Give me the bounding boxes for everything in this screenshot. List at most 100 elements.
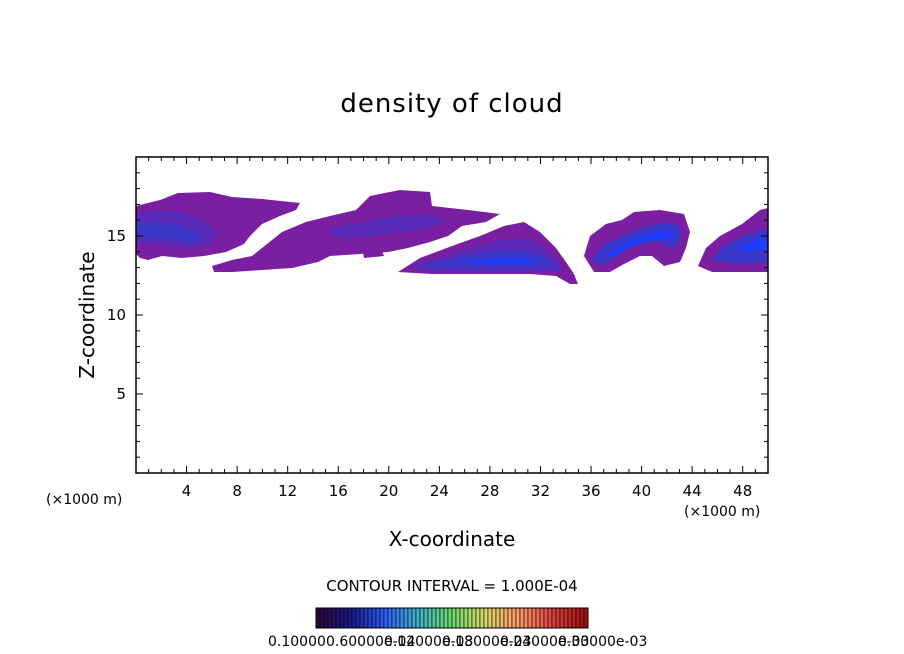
colorbar-swatch (559, 607, 565, 629)
colorbar-swatch (379, 607, 385, 629)
x-tick-label: 36 (581, 482, 600, 500)
colorbar-swatch (495, 607, 501, 629)
colorbar-swatch (439, 607, 445, 629)
colorbar-swatch (479, 607, 485, 629)
colorbar-swatch (483, 607, 489, 629)
colorbar-swatch (583, 607, 589, 629)
x-axis-ticks: 4 8 12 16 20 24 28 32 36 40 44 48 (148, 157, 756, 500)
x-tick-label: 24 (430, 482, 449, 500)
colorbar-swatch (323, 607, 329, 629)
colorbar-label: 0.18000e-03 (442, 634, 531, 650)
colorbar-swatch (339, 607, 345, 629)
colorbar-swatch (407, 607, 413, 629)
colorbar-swatch (455, 607, 461, 629)
cloud-field (136, 190, 768, 284)
colorbar-swatch (435, 607, 441, 629)
colorbar-swatch (383, 607, 389, 629)
colorbar-swatch (523, 607, 529, 629)
cloud-region-upper-inner (330, 214, 448, 238)
colorbar-swatch (331, 607, 337, 629)
colorbar-swatch (387, 607, 393, 629)
colorbar-swatch (503, 607, 509, 629)
x-tick-label: 40 (632, 482, 651, 500)
y-tick-label: 10 (107, 306, 126, 324)
colorbar-swatch (403, 607, 409, 629)
colorbar-swatch (575, 607, 581, 629)
x-tick-label: 32 (531, 482, 550, 500)
x-tick-label: 8 (232, 482, 242, 500)
colorbar-swatch (371, 607, 377, 629)
cloud-region-left-core (136, 222, 204, 242)
colorbar-swatch (343, 607, 349, 629)
colorbar-swatch (571, 607, 577, 629)
colorbar-swatch (415, 607, 421, 629)
x-axis-label: X-coordinate (389, 527, 516, 551)
colorbar-swatch (475, 607, 481, 629)
colorbar-label: 0.30000e-03 (558, 634, 647, 650)
y-axis-ticks: 5 10 15 (107, 172, 768, 458)
colorbar-swatch (531, 607, 537, 629)
chart-title: density of cloud (340, 89, 563, 119)
colorbar-frame (315, 607, 589, 629)
colorbar-swatch (447, 607, 453, 629)
colorbar-swatch (499, 607, 505, 629)
colorbar-swatch (555, 607, 561, 629)
colorbar-swatch (463, 607, 469, 629)
colorbar-swatch (515, 607, 521, 629)
colorbar-swatch (547, 607, 553, 629)
cloud-region-curved-core (606, 230, 676, 256)
colorbar-swatch (471, 607, 477, 629)
y-tick-label: 15 (107, 227, 126, 245)
x-tick-label: 16 (329, 482, 348, 500)
colorbar-labels: 0.10000 0.60000e-040.12000e-030.18000e-03… (268, 634, 647, 650)
colorbar-swatch (535, 607, 541, 629)
colorbar-swatch (539, 607, 545, 629)
colorbar-swatch (363, 607, 369, 629)
colorbar-swatch (423, 607, 429, 629)
colorbar-swatch (375, 607, 381, 629)
y-axis-label: Z-coordinate (75, 251, 99, 378)
colorbar-swatch (427, 607, 433, 629)
colorbar-swatch (335, 607, 341, 629)
x-tick-label: 20 (379, 482, 398, 500)
colorbar-swatch (319, 607, 325, 629)
colorbar-swatch (511, 607, 517, 629)
colorbar-swatch (543, 607, 549, 629)
colorbar-swatch (347, 607, 353, 629)
y-tick-label: 5 (116, 385, 126, 403)
colorbar-swatch (431, 607, 437, 629)
colorbar-swatch (507, 607, 513, 629)
colorbar-label: 0.60000e-04 (326, 634, 415, 650)
colorbar-swatch (527, 607, 533, 629)
colorbar (315, 607, 589, 629)
colorbar-swatch (451, 607, 457, 629)
colorbar-swatch (519, 607, 525, 629)
colorbar-swatch (567, 607, 573, 629)
cloud-region-central-peak (460, 258, 540, 264)
contour-interval-label: CONTOUR INTERVAL = 1.000E-04 (326, 577, 577, 595)
x-tick-label: 44 (683, 482, 702, 500)
colorbar-swatch (419, 607, 425, 629)
colorbar-swatch (579, 607, 585, 629)
colorbar-swatch (487, 607, 493, 629)
x-tick-label: 12 (278, 482, 297, 500)
colorbar-swatch (327, 607, 333, 629)
colorbar-swatch (351, 607, 357, 629)
colorbar-swatch (391, 607, 397, 629)
colorbar-swatch (551, 607, 557, 629)
cloud-region-upper-patch (362, 246, 384, 258)
colorbar-swatch (459, 607, 465, 629)
colorbar-swatch (395, 607, 401, 629)
colorbar-swatch (467, 607, 473, 629)
cloud-region-right-inner (712, 228, 768, 264)
colorbar-swatch (355, 607, 361, 629)
colorbar-label: 0.10000 (268, 634, 326, 650)
x-tick-label: 28 (480, 482, 499, 500)
colorbar-swatch (411, 607, 417, 629)
colorbar-swatch (367, 607, 373, 629)
colorbar-swatch (443, 607, 449, 629)
colorbar-label: 0.12000e-03 (384, 634, 473, 650)
x-axis-unit-left: (×1000 m) (46, 492, 122, 508)
colorbar-label: 0.24000e-03 (500, 634, 589, 650)
